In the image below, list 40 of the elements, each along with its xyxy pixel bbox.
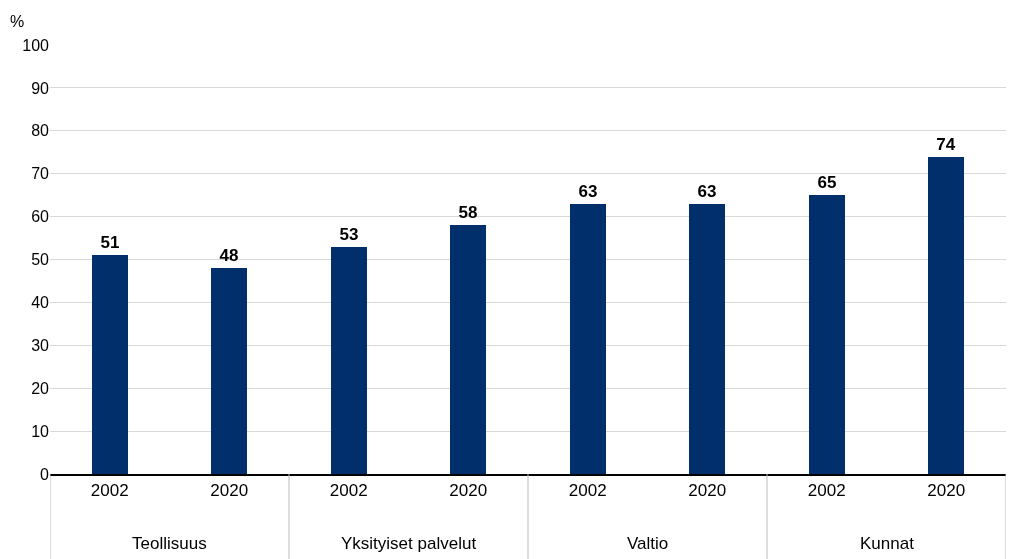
data-label: 53 bbox=[339, 225, 359, 244]
x-tick-label: 2002 bbox=[329, 481, 368, 501]
bar bbox=[570, 204, 606, 474]
y-tick-label: 50 bbox=[31, 251, 50, 269]
y-tick-label: 10 bbox=[31, 422, 50, 440]
y-tick-label: 40 bbox=[31, 294, 50, 311]
bar bbox=[92, 255, 128, 474]
bar bbox=[928, 157, 964, 474]
y-tick-label: 100 bbox=[22, 36, 50, 54]
text: Teollisuus bbox=[132, 534, 207, 553]
data-label: 63 bbox=[697, 182, 717, 201]
bar bbox=[689, 204, 725, 474]
y-axis-title: % bbox=[10, 13, 25, 30]
bar bbox=[331, 247, 367, 474]
text: Yksityiset palvelut bbox=[341, 534, 477, 553]
y-tick-label: 80 bbox=[31, 122, 50, 140]
data-label: 65 bbox=[817, 173, 837, 192]
x-tick-label: 2002 bbox=[807, 481, 846, 501]
y-tick-label: 60 bbox=[31, 208, 50, 226]
bar bbox=[809, 195, 845, 474]
x-tick-label: 2002 bbox=[90, 481, 129, 501]
x-tick-label: 2020 bbox=[927, 481, 966, 501]
x-tick-label: 2020 bbox=[449, 481, 488, 501]
y-tick-label: 70 bbox=[31, 165, 50, 183]
y-tick-label: 0 bbox=[40, 465, 50, 483]
data-label: 48 bbox=[219, 246, 239, 265]
x-tick-label: 2002 bbox=[568, 481, 607, 501]
data-label: 63 bbox=[578, 182, 598, 201]
y-tick-label: 30 bbox=[31, 336, 50, 354]
data-label: 58 bbox=[458, 203, 478, 222]
y-tick-label: 90 bbox=[31, 79, 50, 97]
text: Valtio bbox=[627, 534, 669, 553]
text: Kunnat bbox=[860, 534, 915, 553]
x-tick-label: 2020 bbox=[210, 481, 249, 501]
bar bbox=[450, 225, 486, 474]
y-tick-label: 20 bbox=[31, 379, 50, 397]
bar bbox=[211, 268, 247, 474]
data-label: 74 bbox=[936, 135, 956, 154]
x-tick-label: 2020 bbox=[688, 481, 727, 501]
data-label: 51 bbox=[100, 233, 120, 252]
